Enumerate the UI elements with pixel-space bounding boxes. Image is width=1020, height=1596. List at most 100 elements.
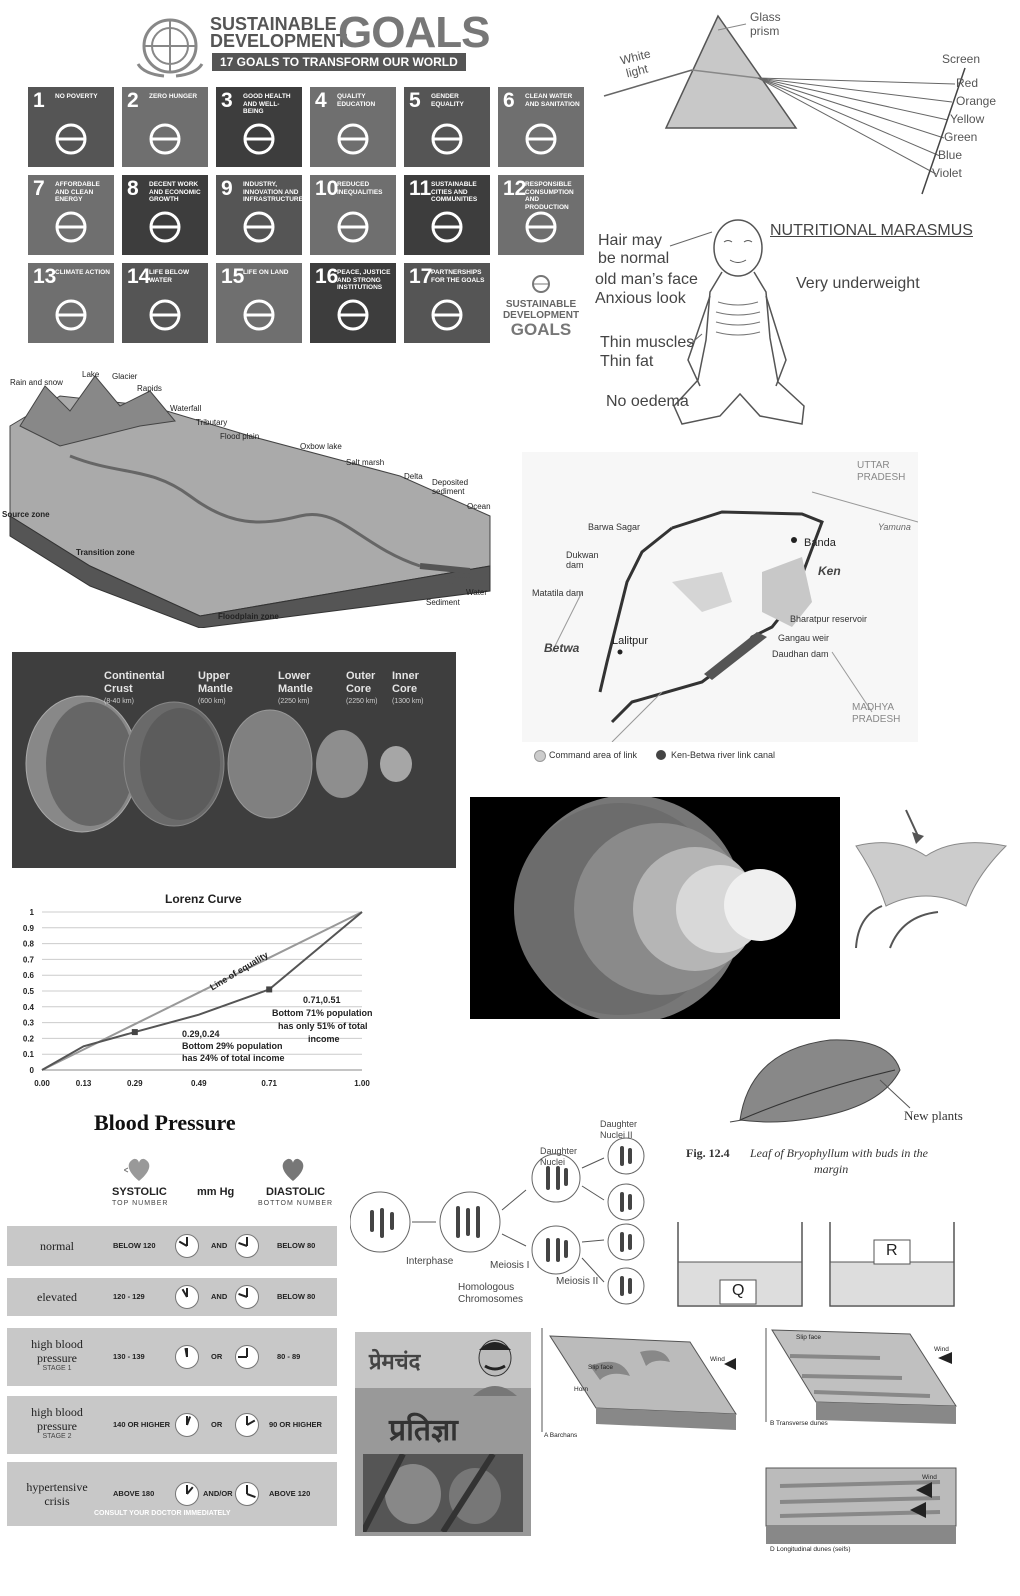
- sdg-goal-number: 10: [315, 177, 339, 200]
- chart-annot-a3: has only 51% of total: [278, 1021, 368, 1031]
- white-light-ray: [603, 69, 693, 97]
- gauge-icon: [235, 1345, 259, 1369]
- sdg-logo-line1: SUSTAINABLE: [505, 299, 577, 310]
- river-label: Rapids: [137, 384, 162, 393]
- book-cover-panel: प्रेमचंद प्रतिज्ञा: [355, 1332, 531, 1536]
- sdg-goal-tile: 14 LIFE BELOW WATER: [122, 263, 208, 343]
- sdg-goal-number: 3: [221, 89, 233, 112]
- map-banda: Banda: [804, 537, 836, 549]
- earth-layer-depth: (8-40 km): [104, 698, 134, 705]
- map-lalitpur: Lalitpur: [612, 635, 649, 647]
- bp-diastolic-value: 90 OR HIGHER: [269, 1420, 322, 1429]
- sdg-goal-label: NO POVERTY: [55, 93, 98, 100]
- chart-annot-b1: 0.29,0.24: [182, 1029, 220, 1039]
- earth-layer-name1: Lower: [278, 670, 311, 682]
- river-label: Deposited sediment: [432, 478, 469, 496]
- author-portrait: [467, 1336, 523, 1396]
- legend-canal-swatch: [656, 750, 666, 760]
- sdg-goal-number: 11: [409, 177, 432, 200]
- earth-layers-spheres: [25, 695, 412, 833]
- sdg-goal-label: REDUCED INEQUALITIES: [337, 181, 383, 196]
- sdg-logo-line2: DEVELOPMENT: [502, 310, 580, 321]
- sdg-goal-number: 1: [33, 89, 45, 112]
- x-tick-label: 0.71: [261, 1079, 277, 1088]
- earth-layer-name1: Continental: [104, 670, 165, 682]
- x-tick-label: 0.29: [127, 1079, 143, 1088]
- sdg-logo: SUSTAINABLE DEVELOPMENT GOALS: [498, 274, 584, 340]
- bp-category-label2: crisis: [44, 1494, 70, 1508]
- prism-shape: [664, 14, 798, 129]
- earth-layer-name2: Mantle: [198, 683, 233, 695]
- sdg-goal-number: 17: [409, 265, 433, 288]
- beaker-label-r: R: [886, 1242, 898, 1259]
- earth-layer-name2: Core: [392, 683, 418, 695]
- book-author: प्रेमचंद: [369, 1349, 421, 1374]
- sdg-title-line2: DEVELOPMENT: [210, 31, 348, 51]
- sdg-goal-tile: 13 CLIMATE ACTION: [28, 263, 114, 343]
- gauge-icon: [175, 1345, 199, 1369]
- bp-systolic-value: 130 - 139: [113, 1352, 145, 1361]
- bp-diastolic: DIASTOLIC: [266, 1186, 326, 1198]
- sdg-goal-icon: [243, 211, 275, 243]
- betwa-river-line: [598, 526, 673, 693]
- river-label: Floodplain zone: [218, 612, 279, 621]
- x-tick-label: 1.00: [354, 1079, 370, 1088]
- ken-betwa-map-panel: UTTAR PRADESH MADHYA PRADESH Yamuna Band…: [522, 452, 918, 764]
- sdg-goal-label: GENDER EQUALITY: [431, 93, 464, 108]
- x-tick-label: 0.00: [34, 1079, 50, 1088]
- sdg-goal-icon: [149, 123, 181, 155]
- earth-layer-name1: Inner: [392, 670, 419, 682]
- river-label: Water: [466, 588, 488, 597]
- bp-bottom-number: BOTTOM NUMBER: [258, 1200, 334, 1207]
- prism-color-label: Green: [944, 130, 978, 144]
- bp-category-label1: high blood: [31, 1405, 83, 1419]
- gauge-icon: [175, 1285, 199, 1309]
- bp-systolic-value: ABOVE 180: [113, 1489, 155, 1498]
- sdg-goal-number: 13: [33, 265, 57, 288]
- x-tick-label: 0.13: [76, 1079, 92, 1088]
- meiosis-panel: Daughter Nuclei Daughter Nuclei II Inter…: [350, 1118, 660, 1314]
- map-bharatpur: Bharatpur reservoir: [790, 614, 868, 624]
- prism-color-label: Orange: [956, 94, 997, 108]
- marasmus-hair2: be normal: [598, 250, 670, 267]
- legend-command-swatch: [534, 750, 546, 762]
- bp-category-stage: STAGE 2: [42, 1433, 72, 1440]
- bp-diastolic-value: BELOW 80: [277, 1292, 316, 1301]
- sdg-goal-number: 6: [503, 89, 515, 112]
- dune-slip-face-a: Slip face: [588, 1364, 613, 1371]
- bp-category-label2: pressure: [37, 1419, 77, 1433]
- sdg-goal-icon: [149, 299, 181, 331]
- meiosis-daughter: Daughter: [540, 1146, 578, 1156]
- bp-consult: CONSULT YOUR DOCTOR IMMEDIATELY: [94, 1510, 231, 1517]
- bryophyllum-panel: New plants Fig. 12.4 Leaf of Bryophyllum…: [680, 1030, 1015, 1180]
- meiosis-chromosomes: Chromosomes: [458, 1294, 524, 1305]
- river-label: Oxbow lake: [300, 442, 342, 451]
- sdg-goal-tile: 16 PEACE, JUSTICE AND STRONG INSTITUTIONS: [310, 263, 396, 343]
- y-tick-label: 0.8: [23, 940, 35, 949]
- sdg-goal-icon: [243, 299, 275, 331]
- river-label: Waterfall: [170, 404, 202, 413]
- earth-layers-panel: Continental Crust (8-40 km) Upper Mantle (600…: [12, 652, 456, 868]
- prism-label-prism: prism: [750, 24, 780, 38]
- map-matatila: Matatila dam: [532, 588, 584, 598]
- marasmus-title: NUTRITIONAL MARASMUS: [770, 222, 973, 239]
- bp-systolic-value: BELOW 120: [113, 1241, 156, 1250]
- map-pradesh2: PRADESH: [852, 714, 901, 725]
- y-tick-label: 0.7: [23, 955, 35, 964]
- river-zones-panel: Rain and snow Lake Glacier Rapids Waterfall T…: [0, 366, 500, 628]
- meiosis-diagram: [350, 1137, 645, 1305]
- river-label: Sediment: [426, 598, 460, 607]
- gauge-icon: [175, 1482, 199, 1506]
- meiosis-meiosis2: Meiosis II: [556, 1276, 599, 1287]
- sdg-goal-label: DECENT WORK AND ECONOMIC GROWTH: [149, 181, 201, 203]
- bp-category-row: high blood pressure STAGE 1 130 - 139 OR 80 -…: [7, 1328, 337, 1386]
- sdg-goal-tile: 8 DECENT WORK AND ECONOMIC GROWTH: [122, 175, 208, 255]
- blood-pressure-panel: Blood Pressure SYSTOLIC TOP NUMBER mm Hg…: [0, 1106, 345, 1532]
- bp-diastolic-value: ABOVE 120: [269, 1489, 311, 1498]
- sdg-goal-label: SUSTAINABLE CITIES AND COMMUNITIES: [431, 181, 478, 203]
- sdg-goal-icon: [55, 299, 87, 331]
- sdg-goal-tile: 6 CLEAN WATER AND SANITATION: [498, 87, 584, 167]
- dunes-diagrams: [541, 1328, 957, 1544]
- bryophyllum-caption1: Leaf of Bryophyllum with buds in the: [750, 1146, 928, 1160]
- sdg-goal-tile: 4 QUALITY EDUCATION: [310, 87, 396, 167]
